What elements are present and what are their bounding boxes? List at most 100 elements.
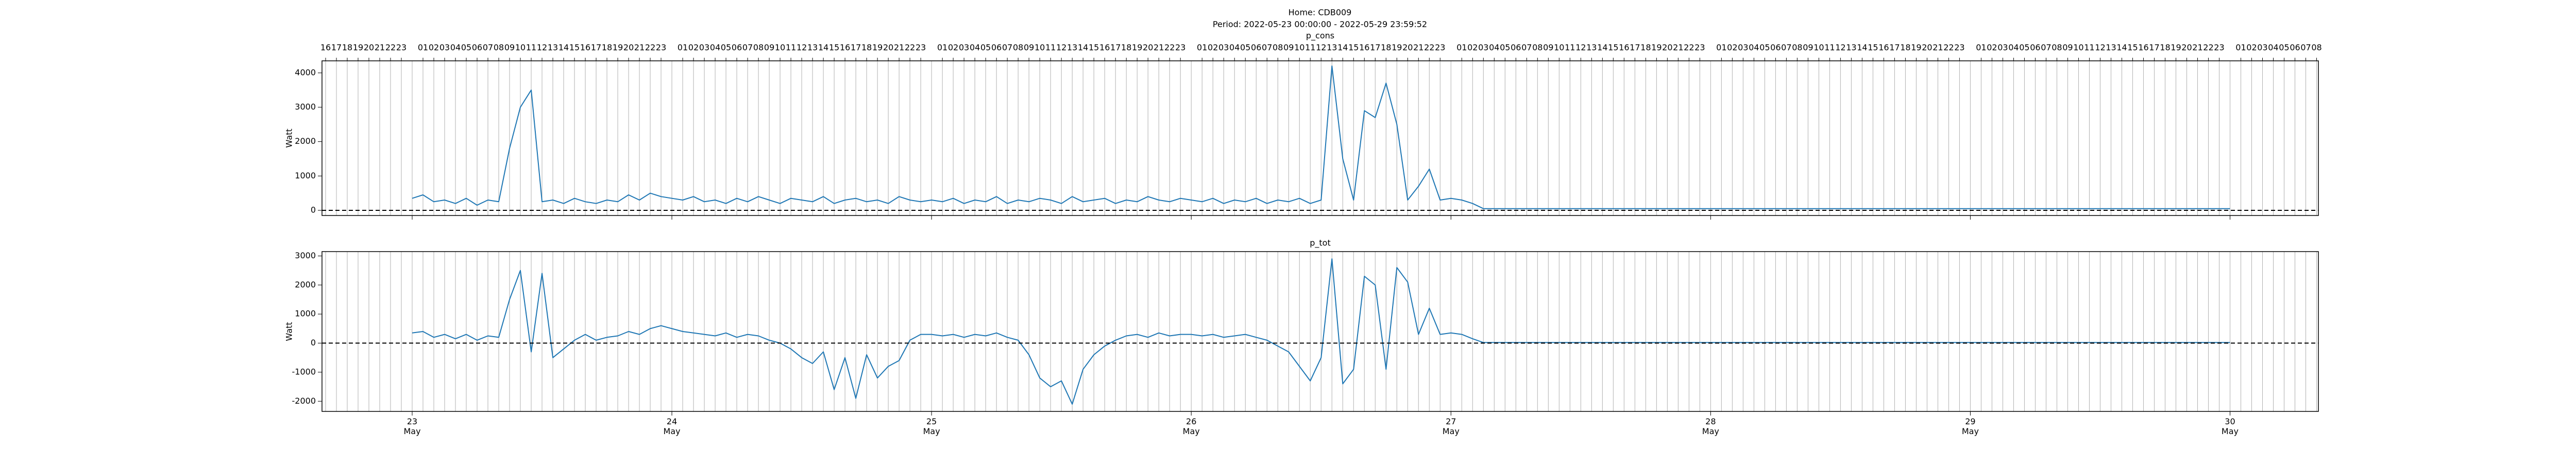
x2-tick-label: 04 [2268, 43, 2278, 53]
x2-tick-label: 22 [2203, 43, 2213, 53]
x2-tick-label: 16 [320, 43, 331, 53]
y-axis-label: Watt [284, 128, 294, 147]
x2-tick-label: 22 [1684, 43, 1694, 53]
x2-tick-label: 14 [558, 43, 569, 53]
x2-tick-label: 19 [1911, 43, 1921, 53]
x2-tick-label: 05 [2019, 43, 2029, 53]
x2-tick-label: 10 [1294, 43, 1304, 53]
x2-tick-label: 03 [1478, 43, 1488, 53]
x2-tick-label: 20 [1143, 43, 1153, 53]
x2-tick-label: 16 [2138, 43, 2148, 53]
x2-tick-label: 17 [1889, 43, 1900, 53]
x2-tick-label: 10 [515, 43, 526, 53]
y-tick-label: 0 [311, 205, 316, 215]
x2-tick-label: 08 [1273, 43, 1283, 53]
y-tick-label: 4000 [295, 68, 316, 77]
x2-tick-label: 18 [2160, 43, 2170, 53]
x2-tick-label: 19 [1392, 43, 1402, 53]
x2-tick-label: 22 [385, 43, 396, 53]
x2-tick-label: 02 [1987, 43, 1997, 53]
x2-tick-label: 04 [710, 43, 720, 53]
x2-tick-label: 14 [1857, 43, 1867, 53]
y-tick-label: 0 [311, 338, 316, 347]
y-tick-label: -2000 [292, 396, 316, 406]
x2-tick-label: 21 [2192, 43, 2202, 53]
x2-tick-label: 15 [2127, 43, 2138, 53]
x2-tick-label: 17 [2149, 43, 2159, 53]
x2-tick-label: 16 [1099, 43, 1110, 53]
x2-tick-label: 16 [1619, 43, 1629, 53]
x2-tick-label: 05 [1759, 43, 1770, 53]
x2-tick-label: 10 [2073, 43, 2083, 53]
x2-tick-label: 05 [461, 43, 471, 53]
figure-title: Home: CDB009 [1289, 8, 1352, 18]
x2-tick-label: 12 [537, 43, 547, 53]
x2-tick-label: 12 [1835, 43, 1845, 53]
x2-tick-label: 03 [1738, 43, 1748, 53]
x2-tick-label: 08 [494, 43, 504, 53]
x2-tick-label: 01 [418, 43, 428, 53]
x2-tick-label: 14 [1337, 43, 1348, 53]
x2-tick-label: 01 [1197, 43, 1207, 53]
x2-tick-label: 03 [1997, 43, 2008, 53]
y-axis-label: Watt [284, 322, 294, 341]
x2-tick-label: 06 [1770, 43, 1781, 53]
x2-tick-label: 18 [342, 43, 352, 53]
x2-tick-label: 23 [396, 43, 406, 53]
x2-tick-label: 14 [2116, 43, 2127, 53]
x2-tick-label: 09 [504, 43, 515, 53]
x2-tick-label: 13 [548, 43, 558, 53]
x2-tick-label: 19 [2171, 43, 2181, 53]
x2-tick-label: 17 [851, 43, 861, 53]
x2-tick-label: 01 [677, 43, 688, 53]
x2-tick-label: 15 [1608, 43, 1618, 53]
x2-tick-label: 05 [721, 43, 731, 53]
x2-tick-label: 17 [1630, 43, 1640, 53]
axes-frame [321, 251, 2319, 412]
x2-tick-label: 06 [1251, 43, 1261, 53]
x2-tick-label: 17 [1110, 43, 1121, 53]
x2-tick-label: 23 [2214, 43, 2224, 53]
x2-tick-label: 06 [732, 43, 742, 53]
x2-tick-label: 04 [1749, 43, 1759, 53]
x2-tick-label: 18 [861, 43, 872, 53]
x2-tick-label: 09 [1543, 43, 1553, 53]
x2-tick-label: 01 [937, 43, 947, 53]
x2-tick-label: 22 [1424, 43, 1434, 53]
x2-tick-label: 08 [1792, 43, 1802, 53]
x2-tick-label: 17 [591, 43, 601, 53]
x2-tick-label: 21 [894, 43, 904, 53]
x2-tick-label: 07 [1781, 43, 1791, 53]
x2-tick-label: 12 [1056, 43, 1066, 53]
x2-tick-label: 01 [1456, 43, 1467, 53]
x2-tick-label: 10 [1814, 43, 1824, 53]
x2-tick-label: 21 [1933, 43, 1943, 53]
x2-tick-label: 10 [1035, 43, 1045, 53]
x2-tick-label: 04 [970, 43, 980, 53]
x2-tick-label: 14 [1078, 43, 1088, 53]
x2-tick-label: 03 [439, 43, 450, 53]
x2-tick-label: 20 [883, 43, 893, 53]
x2-tick-label: 15 [569, 43, 580, 53]
x2-tick-label: 18 [1381, 43, 1391, 53]
x2-tick-label: 19 [1651, 43, 1662, 53]
x2-tick-label: 15 [1089, 43, 1099, 53]
x2-tick-label: 21 [375, 43, 385, 53]
x2-tick-label: 22 [1164, 43, 1175, 53]
x2-tick-label: 14 [1597, 43, 1607, 53]
x2-tick-label: 23 [656, 43, 666, 53]
x2-tick-label: 20 [1402, 43, 1413, 53]
x2-tick-label: 21 [1673, 43, 1683, 53]
x2-tick-label: 13 [1586, 43, 1597, 53]
axes-title: p_tot [1310, 238, 1331, 248]
x2-tick-label: 03 [2257, 43, 2267, 53]
x2-tick-label: 16 [1878, 43, 1889, 53]
x2-tick-label: 11 [2084, 43, 2094, 53]
x2-tick-label: 17 [331, 43, 342, 53]
y-tick-label: -1000 [292, 367, 316, 376]
x2-tick-label: 18 [1900, 43, 1910, 53]
x2-tick-label: 07 [1521, 43, 1532, 53]
axes-frame [321, 60, 2319, 216]
x2-tick-label: 11 [1045, 43, 1056, 53]
x2-tick-label: 04 [450, 43, 461, 53]
